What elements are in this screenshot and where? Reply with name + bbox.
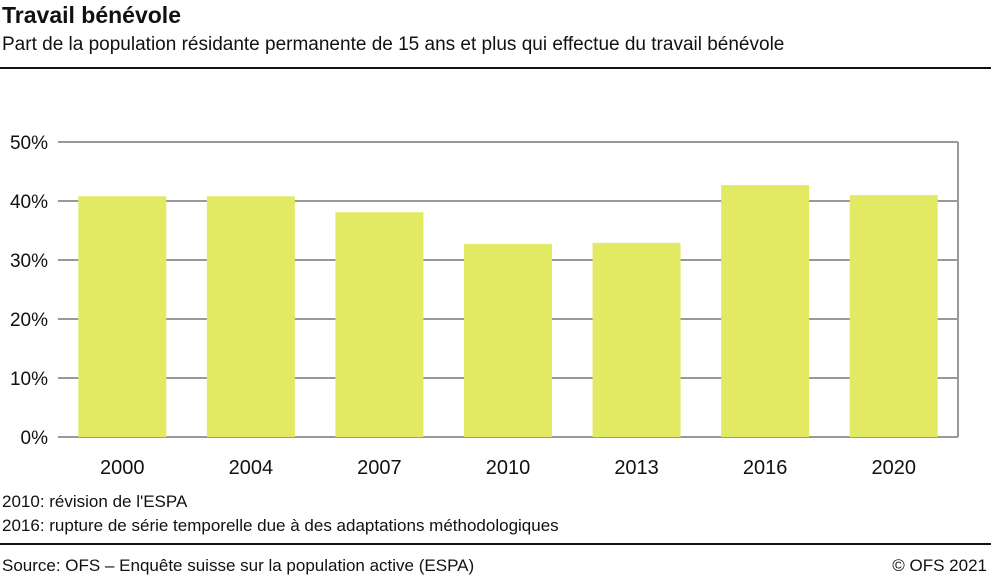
bar	[721, 185, 810, 437]
footnote-2010: 2010: révision de l'ESPA	[2, 492, 188, 511]
x-tick-label: 2020	[871, 457, 916, 479]
y-tick-label: 30%	[10, 251, 48, 272]
x-tick-label: 2007	[357, 457, 402, 479]
y-tick-label: 50%	[10, 133, 48, 154]
y-tick-label: 40%	[10, 192, 48, 213]
x-tick-label: 2013	[614, 457, 659, 479]
x-tick-label: 2000	[100, 457, 145, 479]
chart-title: Travail bénévole	[2, 2, 181, 28]
bar	[849, 195, 938, 437]
x-tick-label: 2016	[743, 457, 788, 479]
top-divider	[0, 67, 991, 69]
footnote-2016: 2016: rupture de série temporelle due à …	[2, 516, 559, 535]
chart-subtitle: Part de la population résidante permanen…	[2, 34, 785, 55]
source: Source: OFS – Enquête suisse sur la popu…	[2, 556, 475, 575]
y-tick-label: 20%	[10, 310, 48, 331]
x-tick-label: 2004	[229, 457, 274, 479]
copyright: © OFS 2021	[892, 556, 987, 575]
y-tick-label: 0%	[21, 428, 49, 449]
bottom-divider	[0, 543, 991, 545]
bar	[335, 212, 424, 437]
x-tick-label: 2010	[486, 457, 531, 479]
bar	[592, 242, 681, 437]
y-tick-label: 10%	[10, 369, 48, 390]
bar	[78, 196, 167, 437]
bar	[464, 244, 552, 437]
bar	[206, 196, 295, 437]
